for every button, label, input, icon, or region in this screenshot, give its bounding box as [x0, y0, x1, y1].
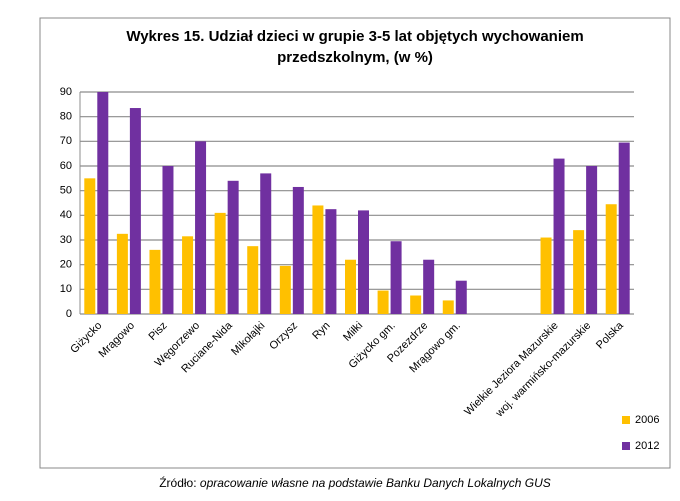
bar	[586, 166, 598, 314]
bar	[618, 142, 630, 314]
chart-title: Wykres 15. Udział dzieci w grupie 3-5 la…	[126, 28, 583, 45]
x-tick-label: Mikołajki	[229, 320, 267, 358]
legend-label: 2012	[635, 440, 659, 452]
bar	[227, 180, 239, 314]
bar	[260, 173, 272, 314]
bar	[162, 166, 174, 314]
bar	[423, 259, 435, 314]
legend-swatch	[622, 442, 630, 450]
bar	[410, 295, 422, 314]
y-tick-label: 60	[60, 160, 72, 172]
bar	[358, 210, 369, 314]
bar	[292, 186, 304, 314]
source-text: opracowanie własne na podstawie Banku Da…	[200, 476, 551, 490]
x-tick-label: Pisz	[146, 320, 169, 343]
y-tick-label: 80	[60, 111, 72, 123]
bar	[214, 212, 226, 314]
bar	[195, 141, 207, 314]
bar	[182, 236, 194, 314]
bar	[605, 204, 617, 314]
x-tick-label: Ryn	[310, 320, 332, 342]
bar	[540, 237, 552, 314]
bar	[149, 249, 161, 314]
y-tick-label: 20	[60, 259, 72, 271]
source: Źródło: opracowanie własne na podstawie …	[159, 475, 551, 490]
bar	[345, 259, 356, 314]
bar	[129, 108, 141, 315]
bar	[455, 280, 467, 314]
bar	[247, 246, 259, 314]
bar	[573, 230, 585, 314]
bar	[84, 178, 96, 314]
bar	[116, 233, 128, 314]
y-tick-label: 90	[60, 86, 72, 98]
x-tick-label: Miłki	[341, 320, 365, 344]
y-tick-label: 40	[60, 209, 72, 221]
y-tick-label: 30	[60, 234, 72, 246]
y-tick-label: 10	[60, 283, 72, 295]
x-tick-label: Polska	[594, 319, 626, 351]
y-tick-label: 50	[60, 185, 72, 197]
y-tick-label: 0	[66, 308, 72, 320]
frame	[39, 17, 671, 469]
source-label: Źródło:	[159, 475, 196, 490]
legend-swatch	[622, 416, 630, 424]
chart-title: przedszkolnym, (w %)	[277, 49, 433, 66]
x-tick-label: Mrągowo	[97, 320, 137, 360]
bar	[553, 158, 565, 314]
bar	[312, 205, 324, 314]
x-tick-label: Orzysz	[267, 320, 300, 353]
bar	[390, 241, 402, 314]
bar	[377, 290, 389, 314]
bar	[325, 209, 337, 314]
bar	[279, 265, 291, 314]
bar	[97, 92, 109, 314]
y-tick-label: 70	[60, 135, 72, 147]
legend-label: 2006	[635, 414, 659, 426]
bar	[442, 300, 454, 314]
